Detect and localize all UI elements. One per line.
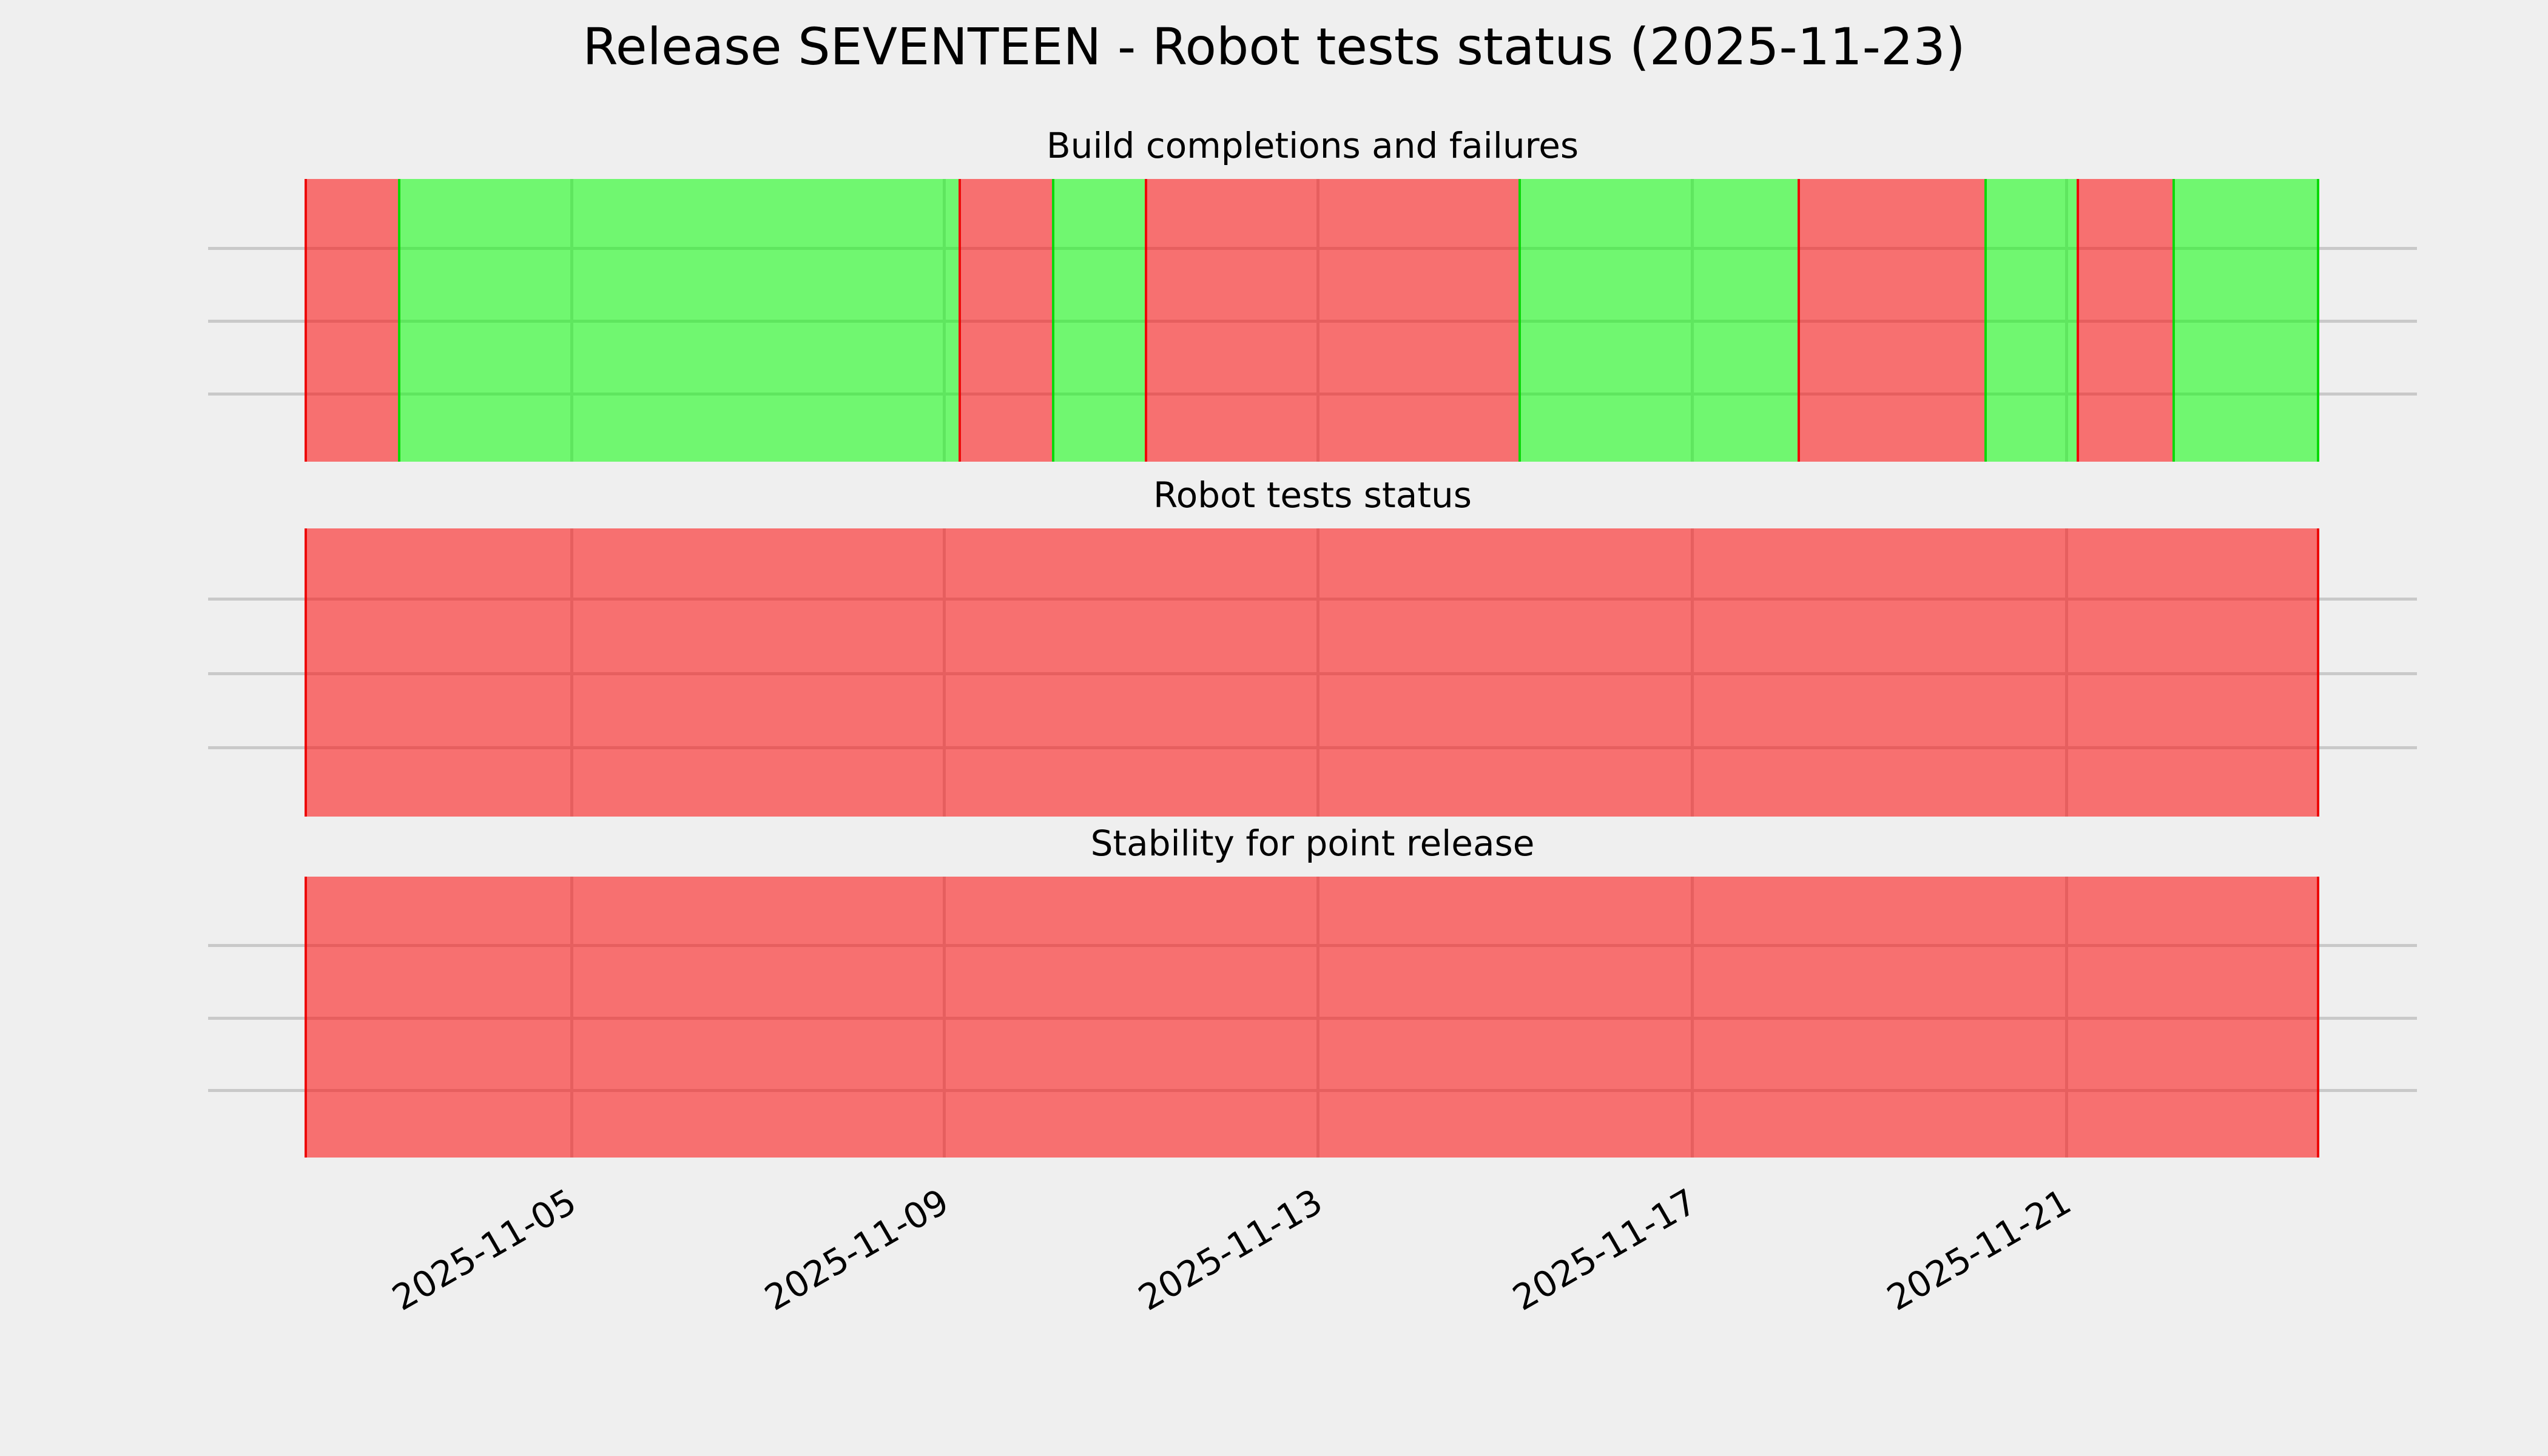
status-span-pass [1052, 179, 1145, 462]
status-span-fail [305, 877, 2319, 1158]
status-span-pass [2172, 179, 2319, 462]
status-span-pass [1984, 179, 2077, 462]
x-tick-label: 2025-11-13 [1131, 1181, 1329, 1319]
x-tick-label: 2025-11-09 [758, 1181, 956, 1319]
status-span-fail [305, 179, 398, 462]
x-tick-label: 2025-11-05 [385, 1181, 583, 1319]
plot-area-stability [208, 877, 2417, 1158]
status-span-pass [1518, 179, 1798, 462]
subplot-title-stability: Stability for point release [1090, 823, 1535, 864]
status-span-fail [2077, 179, 2172, 462]
status-span-fail [1798, 179, 1984, 462]
status-span-fail [1145, 179, 1518, 462]
subplot-title-robot-tests: Robot tests status [1153, 474, 1472, 516]
figure-title: Release SEVENTEEN - Robot tests status (… [582, 17, 1966, 76]
status-span-fail [305, 528, 2319, 817]
status-span-pass [398, 179, 959, 462]
subplot-title-build-completions: Build completions and failures [1046, 125, 1579, 166]
plot-area-robot-tests [208, 528, 2417, 817]
x-tick-label: 2025-11-21 [1880, 1181, 2078, 1319]
plot-area-build-completions [208, 179, 2417, 462]
status-span-fail [959, 179, 1052, 462]
x-tick-label: 2025-11-17 [1506, 1181, 1704, 1319]
